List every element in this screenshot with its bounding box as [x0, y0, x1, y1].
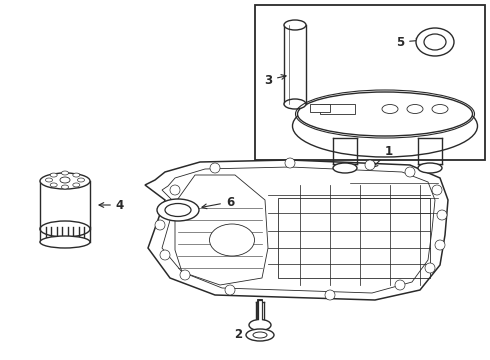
Circle shape [365, 160, 375, 170]
Ellipse shape [46, 178, 52, 182]
Circle shape [285, 158, 295, 168]
Circle shape [395, 280, 405, 290]
Ellipse shape [165, 203, 191, 216]
Text: 6: 6 [202, 195, 234, 209]
Ellipse shape [424, 34, 446, 50]
Ellipse shape [40, 173, 90, 189]
Ellipse shape [416, 28, 454, 56]
Text: 1: 1 [373, 145, 393, 167]
Ellipse shape [40, 221, 90, 237]
Ellipse shape [73, 183, 80, 187]
Circle shape [432, 185, 442, 195]
Circle shape [405, 167, 415, 177]
Ellipse shape [40, 236, 90, 248]
Ellipse shape [253, 332, 267, 338]
Circle shape [180, 270, 190, 280]
Ellipse shape [77, 178, 84, 182]
Circle shape [170, 185, 180, 195]
Ellipse shape [284, 99, 306, 109]
Polygon shape [310, 104, 330, 112]
Ellipse shape [418, 163, 442, 173]
Circle shape [155, 220, 165, 230]
Circle shape [210, 163, 220, 173]
Ellipse shape [333, 163, 357, 173]
Ellipse shape [407, 104, 423, 113]
Ellipse shape [382, 104, 398, 113]
Circle shape [437, 210, 447, 220]
Ellipse shape [210, 224, 254, 256]
Ellipse shape [246, 329, 274, 341]
Ellipse shape [50, 183, 57, 187]
Ellipse shape [50, 173, 57, 177]
Polygon shape [320, 104, 355, 114]
Ellipse shape [293, 95, 477, 157]
Ellipse shape [60, 177, 70, 183]
Bar [255, 5, 485, 160]
Text: 4: 4 [99, 198, 124, 212]
Ellipse shape [284, 20, 306, 30]
Ellipse shape [62, 185, 69, 189]
Circle shape [160, 250, 170, 260]
Ellipse shape [249, 320, 271, 330]
Ellipse shape [62, 171, 69, 175]
Ellipse shape [157, 199, 199, 221]
Polygon shape [175, 175, 268, 285]
Text: 2: 2 [234, 328, 268, 342]
Text: 5: 5 [396, 36, 421, 49]
Circle shape [425, 263, 435, 273]
Ellipse shape [432, 104, 448, 113]
Circle shape [325, 290, 335, 300]
Text: 3: 3 [264, 73, 286, 86]
Circle shape [435, 240, 445, 250]
Circle shape [225, 285, 235, 295]
Polygon shape [145, 160, 448, 300]
Ellipse shape [73, 173, 80, 177]
Ellipse shape [297, 92, 472, 136]
